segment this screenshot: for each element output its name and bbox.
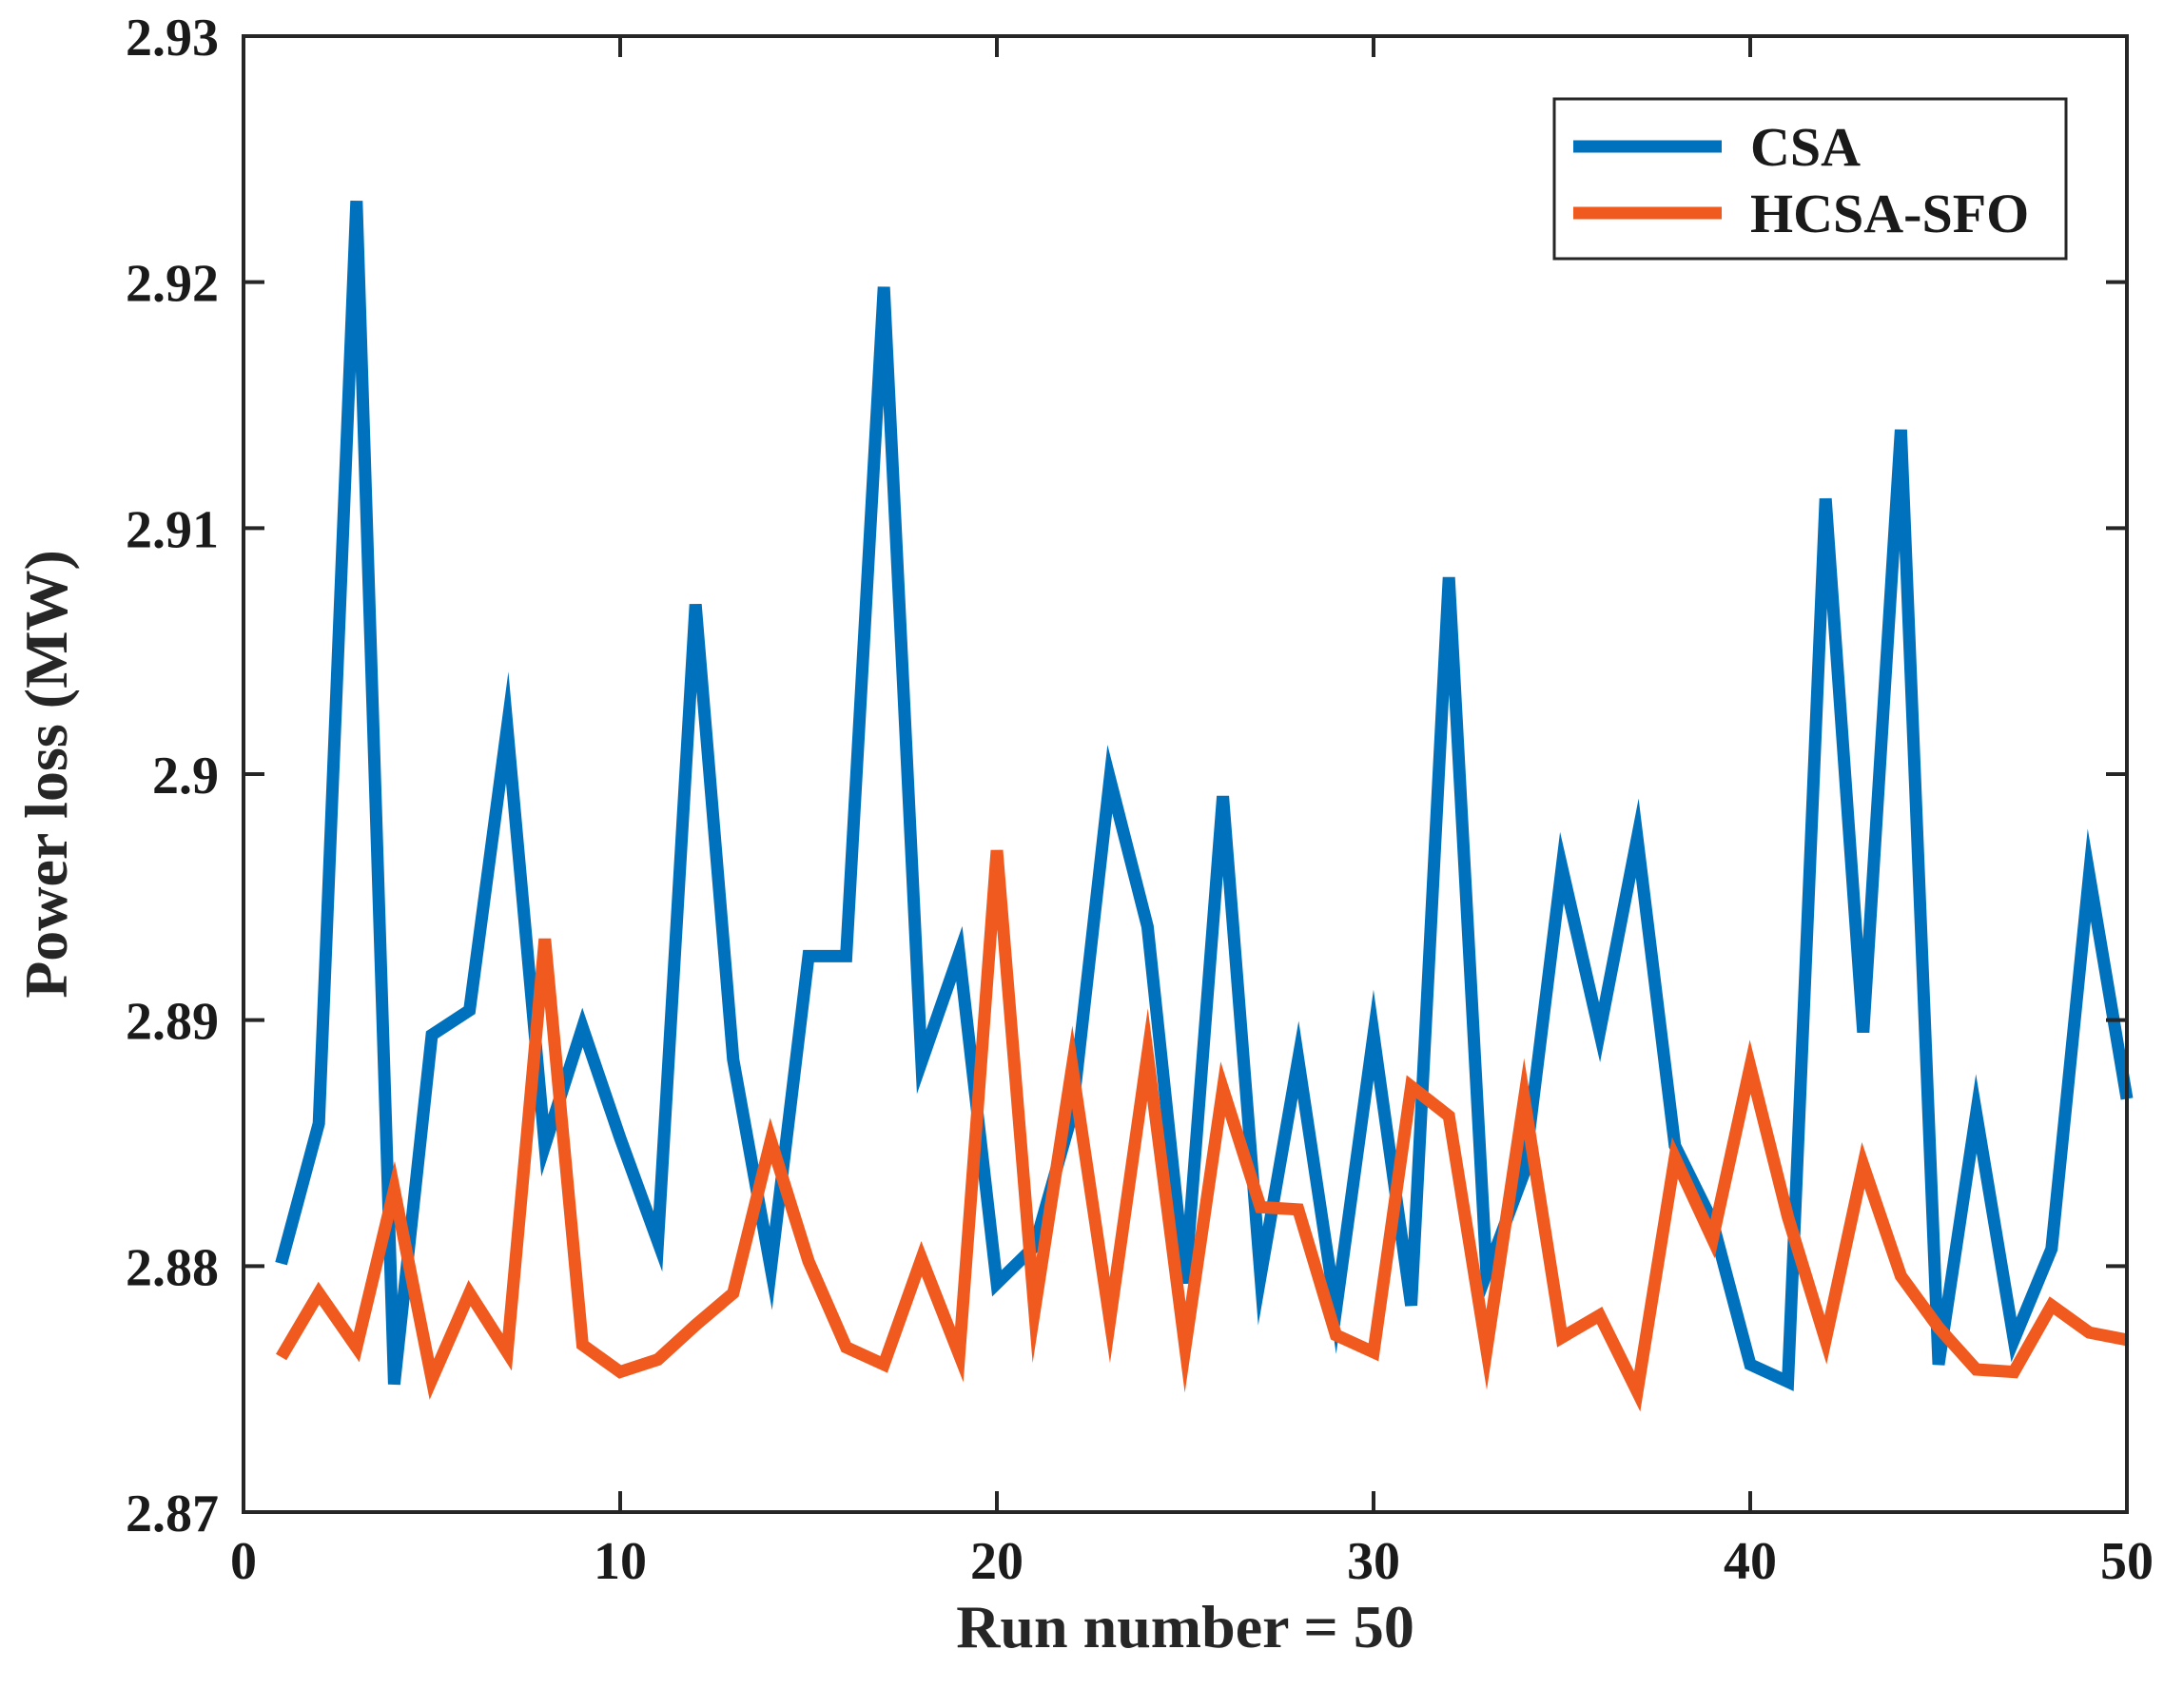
y-tick-label: 2.89 <box>126 993 219 1052</box>
y-axis-label: Power loss (MW) <box>12 550 80 999</box>
y-tick-label: 2.87 <box>126 1485 219 1543</box>
x-axis-label: Run number = 50 <box>956 1593 1414 1660</box>
legend-box <box>1552 97 2068 261</box>
x-tick-label: 30 <box>1347 1532 1400 1591</box>
x-tick-label: 10 <box>594 1532 647 1591</box>
legend-label-hcsa-sfo: HCSA-SFO <box>1750 183 2029 244</box>
legend-label-csa: CSA <box>1750 116 1861 178</box>
series-line-hcsa-sfo <box>276 849 2129 1412</box>
plot-area <box>275 201 2134 1412</box>
x-tick-label: 40 <box>1724 1532 1777 1591</box>
series-line-csa <box>275 201 2134 1391</box>
y-tick-label: 2.93 <box>126 9 219 68</box>
axis-ticks: 0 10 20 30 40 50 2.87 2.88 2.89 2.9 2.91 2.92 2.93 <box>126 9 2154 1591</box>
y-tick-label: 2.92 <box>126 255 219 314</box>
x-tick-label: 0 <box>230 1532 257 1591</box>
legend: CSA HCSA-SFO <box>1552 97 2068 261</box>
y-tick-label: 2.91 <box>126 500 219 559</box>
x-tick-label: 20 <box>970 1532 1024 1591</box>
y-tick-label: 2.9 <box>152 747 219 805</box>
y-tick-label: 2.88 <box>126 1238 219 1297</box>
x-tick-label: 50 <box>2100 1532 2154 1591</box>
